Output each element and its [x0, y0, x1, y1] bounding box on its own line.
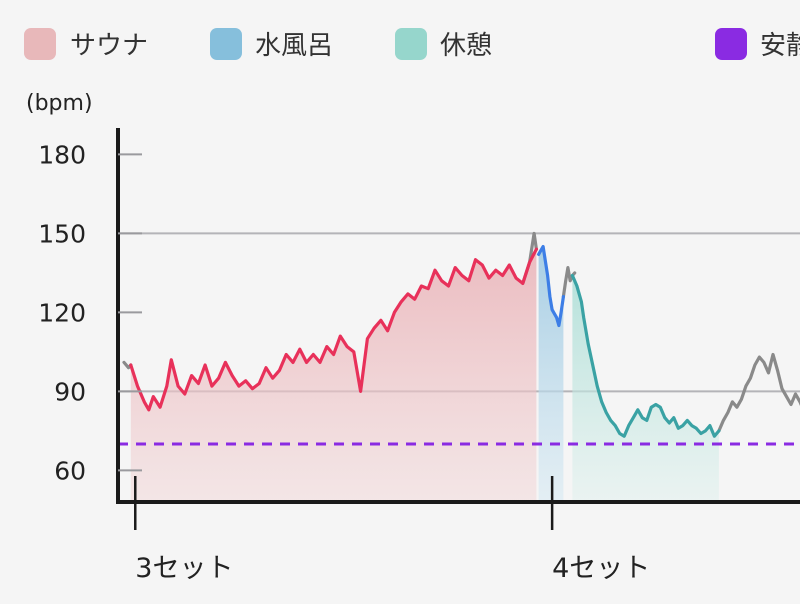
legend-swatch-sauna [24, 28, 56, 60]
y-axis-unit-label: (bpm) [26, 91, 93, 116]
y-tick-label-90: 90 [54, 377, 86, 406]
series-line-layer [122, 231, 800, 438]
line-water-1 [537, 244, 565, 328]
line-rest-2 [570, 273, 721, 438]
x-tick-label-1: 4セット [552, 553, 650, 584]
y-tick-label-180: 180 [38, 140, 86, 169]
y-tick-label-150: 150 [38, 219, 86, 248]
line-sauna-0 [129, 247, 538, 412]
area-rest-2 [572, 275, 719, 502]
area-sauna-0 [130, 249, 537, 502]
legend-label-sauna: サウナ [70, 31, 148, 61]
legend: サウナ 水風呂 休憩 安静時 [24, 28, 800, 61]
legend-swatch-rest [395, 28, 427, 60]
legend-label-rest: 休憩 [440, 31, 492, 61]
y-tick-label-120: 120 [38, 298, 86, 327]
axis-layer: 60 90 120 150 180 3セット 4セット [38, 128, 800, 584]
line-other-6 [717, 352, 800, 433]
legend-label-resting: 安静時 [760, 31, 800, 61]
legend-swatch-resting [715, 28, 747, 60]
area-water-1 [538, 246, 564, 502]
y-tick-label-60: 60 [54, 456, 86, 485]
x-tick-label-0: 3セット [135, 553, 233, 584]
legend-label-water: 水風呂 [255, 31, 333, 61]
legend-swatch-water [210, 28, 242, 60]
